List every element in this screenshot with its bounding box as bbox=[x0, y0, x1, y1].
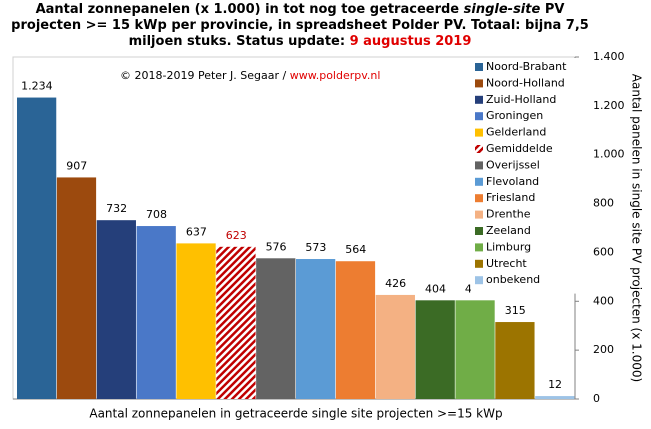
legend-label: Zeeland bbox=[486, 224, 531, 237]
legend-label: Drenthe bbox=[486, 208, 531, 221]
legend-swatch bbox=[475, 227, 483, 235]
bar bbox=[455, 300, 495, 399]
y-tick-label: 200 bbox=[593, 343, 614, 356]
legend-label: Limburg bbox=[486, 240, 531, 253]
bar bbox=[256, 258, 296, 399]
data-label: 1.234 bbox=[21, 80, 53, 93]
bar bbox=[535, 396, 575, 399]
data-label: 907 bbox=[66, 159, 87, 172]
y-tick-label: 600 bbox=[593, 245, 614, 258]
bar bbox=[176, 243, 216, 399]
y-tick-label: 0 bbox=[593, 392, 600, 405]
data-label: 315 bbox=[505, 304, 526, 317]
legend-label: Gemiddelde bbox=[486, 142, 553, 155]
legend-swatch bbox=[475, 194, 483, 203]
legend-swatch bbox=[475, 177, 483, 186]
legend-label: Utrecht bbox=[486, 257, 527, 270]
legend-swatch bbox=[475, 95, 483, 104]
title-date: 9 augustus 2019 bbox=[349, 34, 472, 49]
legend-swatch bbox=[475, 210, 483, 219]
data-label: 732 bbox=[106, 202, 127, 215]
data-label: 564 bbox=[345, 243, 366, 256]
data-label: 12 bbox=[548, 378, 562, 391]
bar bbox=[296, 259, 336, 399]
data-label: 708 bbox=[146, 208, 167, 221]
x-axis-label: Aantal zonnepanelen in getraceerde singl… bbox=[89, 407, 502, 421]
data-label: 576 bbox=[266, 240, 287, 253]
y-axis-label: Aantal panelen in single site PV project… bbox=[630, 74, 644, 382]
legend-box bbox=[471, 58, 591, 294]
legend-label: Groningen bbox=[486, 109, 543, 122]
legend-swatch bbox=[475, 63, 483, 71]
y-tick-label: 1.000 bbox=[593, 148, 625, 161]
legend-label: Overijssel bbox=[486, 158, 540, 171]
legend-swatch bbox=[475, 276, 483, 285]
data-label: 623 bbox=[226, 229, 247, 242]
bar bbox=[136, 226, 176, 399]
legend-label: Flevoland bbox=[486, 175, 539, 188]
legend-label: Noord-Holland bbox=[486, 76, 565, 89]
y-tick-label: 1.200 bbox=[593, 99, 625, 112]
legend-swatch bbox=[475, 259, 483, 268]
legend-swatch bbox=[475, 145, 483, 153]
bar bbox=[96, 220, 136, 399]
legend-label: Noord-Brabant bbox=[486, 60, 567, 73]
title-part: Aantal zonnepanelen (x 1.000) in tot nog… bbox=[35, 2, 464, 17]
annotation-link: www.polderpv.nl bbox=[290, 69, 381, 82]
legend-swatch bbox=[475, 79, 483, 88]
legend-swatch bbox=[475, 112, 483, 121]
legend-swatch bbox=[475, 161, 483, 170]
bar bbox=[495, 322, 535, 399]
legend-swatch bbox=[475, 243, 483, 252]
title-part: single-site bbox=[463, 2, 541, 17]
legend-label: Friesland bbox=[486, 191, 535, 204]
y-tick-label: 800 bbox=[593, 197, 614, 210]
y-tick-label: 400 bbox=[593, 294, 614, 307]
bar bbox=[415, 300, 455, 399]
chart-title: Aantal zonnepanelen (x 1.000) in tot nog… bbox=[0, 2, 600, 50]
data-label: 573 bbox=[305, 241, 326, 254]
legend-label: Gelderland bbox=[486, 126, 546, 139]
legend-label: onbekend bbox=[486, 273, 540, 286]
bar bbox=[216, 246, 256, 399]
y-tick-label: 1.400 bbox=[593, 50, 625, 63]
annotation-part: © 2018-2019 Peter J. Segaar / bbox=[120, 69, 290, 82]
bar bbox=[375, 294, 415, 399]
annotation: © 2018-2019 Peter J. Segaar / www.polder… bbox=[120, 69, 380, 82]
legend-label: Zuid-Holland bbox=[486, 93, 556, 106]
data-label: 404 bbox=[425, 282, 446, 295]
bar bbox=[17, 97, 57, 400]
bar bbox=[56, 177, 97, 399]
legend-swatch bbox=[475, 128, 483, 137]
bar bbox=[335, 261, 376, 399]
data-label: 637 bbox=[186, 225, 207, 238]
title-part: PV projecten >= 15 kWp per provincie, in… bbox=[11, 2, 589, 49]
data-label: 426 bbox=[385, 277, 406, 290]
